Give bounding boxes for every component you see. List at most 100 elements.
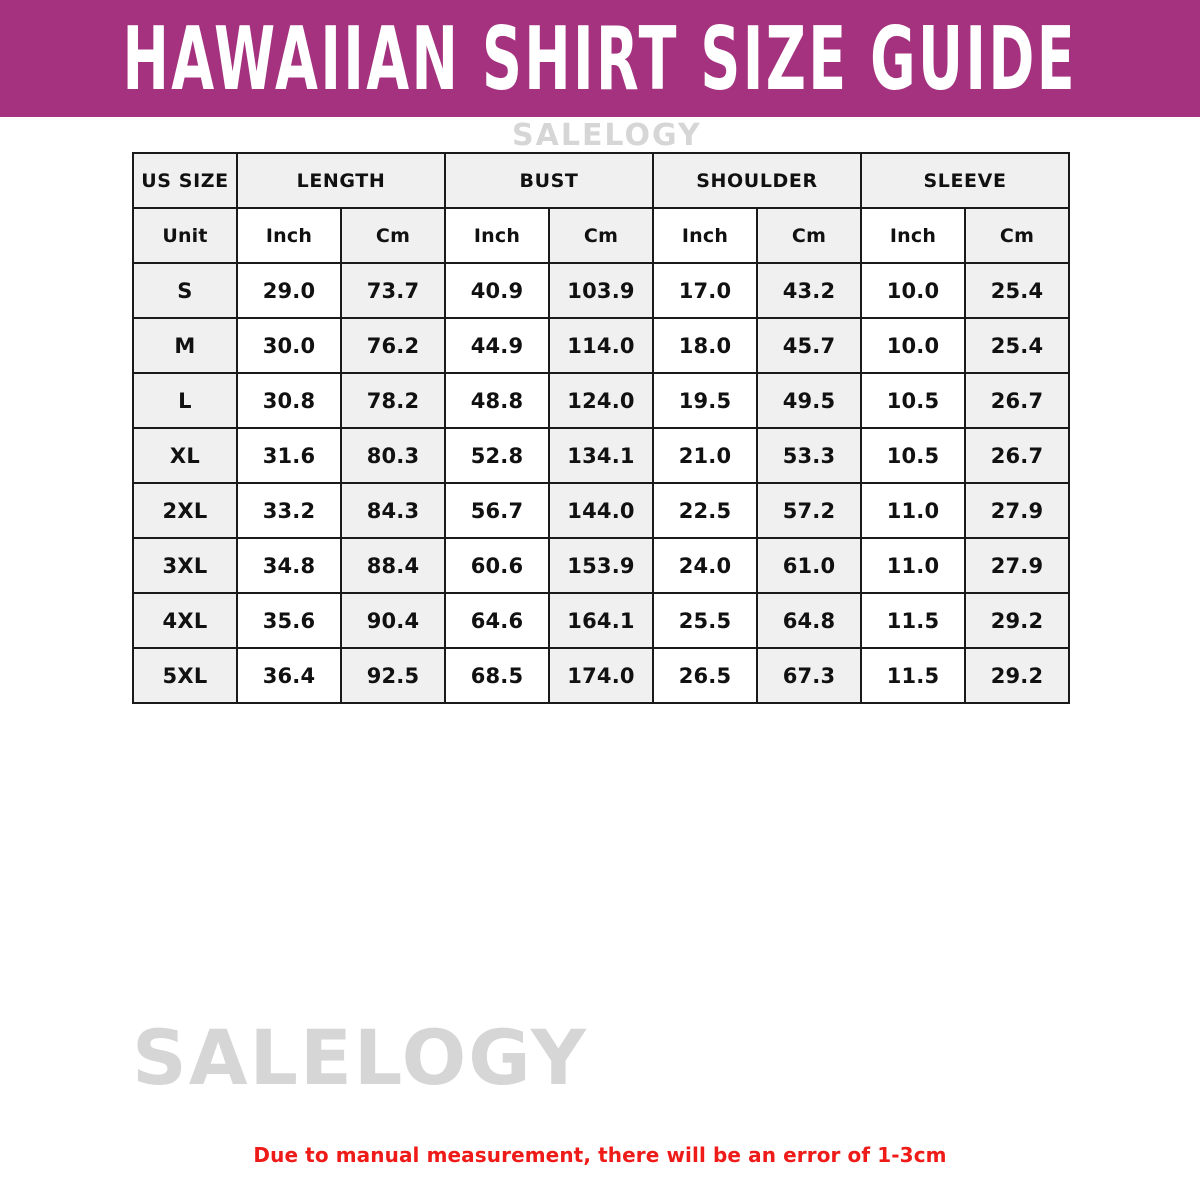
table-unit-row: Unit Inch Cm Inch Cm Inch Cm Inch Cm bbox=[132, 207, 1071, 264]
cell-bust-inch: 48.8 bbox=[444, 372, 550, 429]
cell-length-inch: 33.2 bbox=[236, 482, 342, 539]
unit-header-label: Unit bbox=[132, 207, 238, 264]
cell-length-inch: 30.8 bbox=[236, 372, 342, 429]
unit-header-shoulder-cm: Cm bbox=[756, 207, 862, 264]
cell-shoulder-cm: 61.0 bbox=[756, 537, 862, 594]
group-header-length: LENGTH bbox=[236, 152, 446, 209]
table-row: S 29.0 73.7 40.9 103.9 17.0 43.2 10.0 25… bbox=[132, 262, 1071, 319]
cell-sleeve-cm: 29.2 bbox=[963, 592, 1071, 649]
cell-sleeve-inch: 10.0 bbox=[860, 317, 966, 374]
cell-sleeve-inch: 10.5 bbox=[860, 372, 966, 429]
cell-shoulder-cm: 45.7 bbox=[756, 317, 862, 374]
cell-shoulder-inch: 18.0 bbox=[652, 317, 758, 374]
cell-sleeve-cm: 27.9 bbox=[963, 537, 1071, 594]
unit-header-length-inch: Inch bbox=[236, 207, 342, 264]
table-row: 3XL 34.8 88.4 60.6 153.9 24.0 61.0 11.0 … bbox=[132, 537, 1071, 594]
cell-bust-cm: 144.0 bbox=[548, 482, 654, 539]
cell-length-inch: 34.8 bbox=[236, 537, 342, 594]
cell-length-cm: 90.4 bbox=[340, 592, 446, 649]
cell-bust-inch: 60.6 bbox=[444, 537, 550, 594]
cell-bust-inch: 68.5 bbox=[444, 647, 550, 704]
watermark-bottom: SALELOGY bbox=[132, 1013, 588, 1102]
cell-length-cm: 80.3 bbox=[340, 427, 446, 484]
unit-header-sleeve-inch: Inch bbox=[860, 207, 966, 264]
cell-length-inch: 36.4 bbox=[236, 647, 342, 704]
cell-bust-cm: 103.9 bbox=[548, 262, 654, 319]
cell-bust-inch: 64.6 bbox=[444, 592, 550, 649]
group-header-us-size: US SIZE bbox=[132, 152, 238, 209]
table-row: M 30.0 76.2 44.9 114.0 18.0 45.7 10.0 25… bbox=[132, 317, 1071, 374]
cell-size: S bbox=[132, 262, 238, 319]
cell-sleeve-inch: 10.5 bbox=[860, 427, 966, 484]
cell-length-inch: 29.0 bbox=[236, 262, 342, 319]
header-banner: Hawaiian Shirt Size Guide bbox=[0, 0, 1200, 117]
cell-shoulder-cm: 57.2 bbox=[756, 482, 862, 539]
cell-shoulder-inch: 19.5 bbox=[652, 372, 758, 429]
unit-header-sleeve-cm: Cm bbox=[963, 207, 1071, 264]
size-table: US SIZE LENGTH BUST SHOULDER SLEEVE Unit… bbox=[132, 152, 1071, 704]
cell-length-inch: 31.6 bbox=[236, 427, 342, 484]
cell-bust-inch: 44.9 bbox=[444, 317, 550, 374]
cell-sleeve-inch: 10.0 bbox=[860, 262, 966, 319]
table-row: L 30.8 78.2 48.8 124.0 19.5 49.5 10.5 26… bbox=[132, 372, 1071, 429]
cell-shoulder-inch: 17.0 bbox=[652, 262, 758, 319]
unit-header-shoulder-inch: Inch bbox=[652, 207, 758, 264]
table-row: 5XL 36.4 92.5 68.5 174.0 26.5 67.3 11.5 … bbox=[132, 647, 1071, 704]
cell-bust-inch: 56.7 bbox=[444, 482, 550, 539]
cell-bust-cm: 164.1 bbox=[548, 592, 654, 649]
cell-size: 5XL bbox=[132, 647, 238, 704]
cell-length-cm: 88.4 bbox=[340, 537, 446, 594]
page-title: Hawaiian Shirt Size Guide bbox=[122, 7, 1078, 110]
cell-bust-cm: 134.1 bbox=[548, 427, 654, 484]
unit-header-length-cm: Cm bbox=[340, 207, 446, 264]
table-row: XL 31.6 80.3 52.8 134.1 21.0 53.3 10.5 2… bbox=[132, 427, 1071, 484]
cell-shoulder-inch: 25.5 bbox=[652, 592, 758, 649]
group-header-shoulder: SHOULDER bbox=[652, 152, 862, 209]
cell-length-inch: 30.0 bbox=[236, 317, 342, 374]
cell-shoulder-cm: 67.3 bbox=[756, 647, 862, 704]
unit-header-bust-cm: Cm bbox=[548, 207, 654, 264]
cell-length-cm: 84.3 bbox=[340, 482, 446, 539]
cell-sleeve-cm: 25.4 bbox=[963, 262, 1071, 319]
cell-shoulder-inch: 24.0 bbox=[652, 537, 758, 594]
cell-sleeve-cm: 26.7 bbox=[963, 372, 1071, 429]
cell-length-cm: 73.7 bbox=[340, 262, 446, 319]
cell-length-inch: 35.6 bbox=[236, 592, 342, 649]
cell-sleeve-inch: 11.0 bbox=[860, 537, 966, 594]
cell-sleeve-cm: 25.4 bbox=[963, 317, 1071, 374]
cell-size: XL bbox=[132, 427, 238, 484]
table-row: 2XL 33.2 84.3 56.7 144.0 22.5 57.2 11.0 … bbox=[132, 482, 1071, 539]
group-header-sleeve: SLEEVE bbox=[859, 152, 1071, 209]
size-table-container: US SIZE LENGTH BUST SHOULDER SLEEVE Unit… bbox=[132, 152, 1071, 704]
cell-bust-cm: 114.0 bbox=[548, 317, 654, 374]
watermark-top: SALELOGY bbox=[512, 118, 702, 153]
cell-size: 2XL bbox=[132, 482, 238, 539]
cell-shoulder-cm: 53.3 bbox=[756, 427, 862, 484]
cell-shoulder-inch: 22.5 bbox=[652, 482, 758, 539]
cell-size: L bbox=[132, 372, 238, 429]
cell-shoulder-cm: 43.2 bbox=[756, 262, 862, 319]
cell-sleeve-inch: 11.5 bbox=[860, 647, 966, 704]
cell-bust-cm: 174.0 bbox=[548, 647, 654, 704]
cell-size: 4XL bbox=[132, 592, 238, 649]
shirt-measurement-diagram: SHOULDER SLEEVES BUST LENGTH bbox=[0, 718, 1200, 1138]
size-table-body: S 29.0 73.7 40.9 103.9 17.0 43.2 10.0 25… bbox=[132, 262, 1071, 704]
cell-length-cm: 78.2 bbox=[340, 372, 446, 429]
cell-shoulder-inch: 21.0 bbox=[652, 427, 758, 484]
group-header-bust: BUST bbox=[444, 152, 654, 209]
cell-bust-cm: 153.9 bbox=[548, 537, 654, 594]
measurement-disclaimer: Due to manual measurement, there will be… bbox=[253, 1143, 947, 1167]
cell-bust-inch: 40.9 bbox=[444, 262, 550, 319]
cell-sleeve-inch: 11.0 bbox=[860, 482, 966, 539]
cell-size: 3XL bbox=[132, 537, 238, 594]
cell-shoulder-cm: 49.5 bbox=[756, 372, 862, 429]
cell-bust-cm: 124.0 bbox=[548, 372, 654, 429]
cell-length-cm: 76.2 bbox=[340, 317, 446, 374]
cell-shoulder-inch: 26.5 bbox=[652, 647, 758, 704]
cell-sleeve-inch: 11.5 bbox=[860, 592, 966, 649]
table-group-header-row: US SIZE LENGTH BUST SHOULDER SLEEVE bbox=[132, 152, 1071, 209]
cell-shoulder-cm: 64.8 bbox=[756, 592, 862, 649]
cell-sleeve-cm: 26.7 bbox=[963, 427, 1071, 484]
cell-sleeve-cm: 27.9 bbox=[963, 482, 1071, 539]
